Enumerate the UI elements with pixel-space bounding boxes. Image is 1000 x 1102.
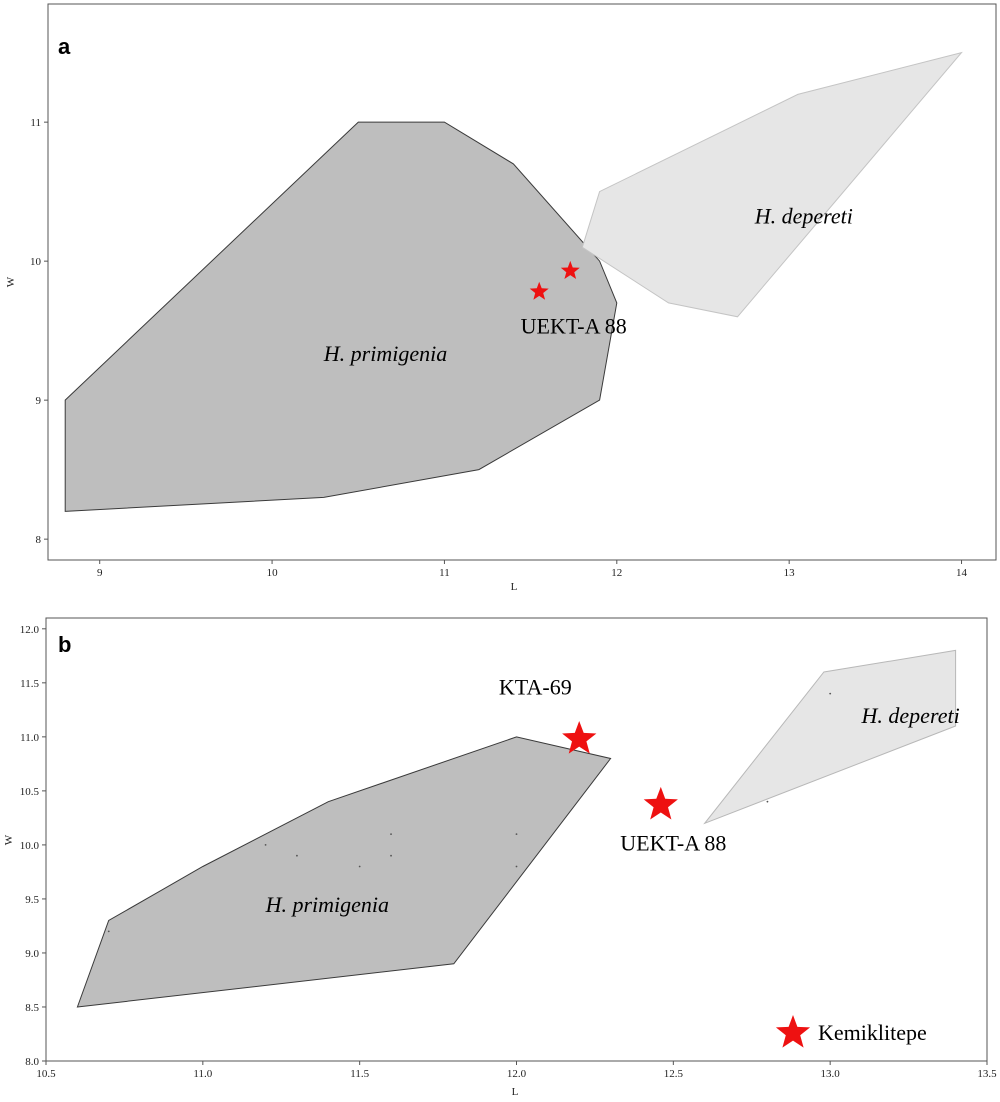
specimen-star-marker xyxy=(562,721,597,754)
y-axis-label: W xyxy=(3,834,15,845)
panel-letter: b xyxy=(58,632,71,657)
legend: Kemiklitepe xyxy=(775,1015,927,1048)
specimen-annotation: UEKT-A 88 xyxy=(620,830,726,855)
y-tick-label: 8.5 xyxy=(25,1002,39,1014)
specimen-annotation: UEKT-A 88 xyxy=(521,313,627,338)
y-tick-label: 11.5 xyxy=(20,678,39,690)
y-tick-label: 9 xyxy=(36,395,42,407)
x-tick-label: 13 xyxy=(784,567,796,579)
hull-region-h-primigenia xyxy=(76,736,612,1008)
legend-label: Kemiklitepe xyxy=(818,1020,927,1045)
data-point xyxy=(390,833,392,835)
chart-b-svg: H. primigenia H. depereti 10.5 11.0 11.5 12.0… xyxy=(3,617,997,1098)
data-point xyxy=(296,854,298,857)
y-tick-label: 8 xyxy=(36,534,42,546)
specimen-star-marker xyxy=(529,281,549,300)
hull-region-h-depereti xyxy=(581,51,963,318)
x-tick-label: 13.0 xyxy=(821,1068,841,1080)
y-tick-label: 10.0 xyxy=(20,840,40,852)
x-tick-label: 14 xyxy=(956,567,968,579)
specimen-star-marker xyxy=(643,786,678,820)
x-tick-label: 13.5 xyxy=(977,1068,997,1080)
data-point xyxy=(390,854,392,857)
data-point xyxy=(515,833,518,835)
x-tick-label: 9 xyxy=(97,567,103,579)
data-point xyxy=(358,865,361,868)
x-tick-label: 11.5 xyxy=(350,1068,369,1080)
x-tick-label: 10.5 xyxy=(36,1068,56,1080)
x-tick-label: 12 xyxy=(611,567,622,579)
y-tick-label: 8.0 xyxy=(25,1056,39,1068)
data-point xyxy=(107,930,110,933)
chart-panel-b: H. primigenia H. depereti 10.5 11.0 11.5 12.0… xyxy=(0,602,1000,1102)
data-point xyxy=(515,865,518,868)
y-tick-label: 9.5 xyxy=(25,894,39,906)
y-axis-label: W xyxy=(5,276,17,287)
x-tick-label: 12.5 xyxy=(664,1068,684,1080)
y-tick-label: 11.0 xyxy=(20,732,39,744)
x-tick-label: 11.0 xyxy=(193,1068,212,1080)
y-tick-label: 10.5 xyxy=(20,786,40,798)
hull-region-h-primigenia xyxy=(64,121,618,512)
y-tick-label: 9.0 xyxy=(25,948,39,960)
x-axis-label: L xyxy=(512,1086,519,1098)
data-point xyxy=(829,692,832,695)
x-axis-label: L xyxy=(511,581,518,593)
chart-a-svg: H. primigenia H. depereti 9 10 11 12 13 14 8 9 10 1… xyxy=(5,3,997,593)
y-tick-label: 11 xyxy=(30,117,41,129)
y-tick-label: 10 xyxy=(30,256,42,268)
region-label: H. primigenia xyxy=(265,892,389,917)
x-tick-label: 12.0 xyxy=(507,1068,527,1080)
y-tick-label: 12.0 xyxy=(20,624,40,636)
specimen-star-marker xyxy=(560,260,580,279)
region-label: H. primigenia xyxy=(323,341,447,366)
panel-letter: a xyxy=(58,34,71,59)
hull-region-h-depereti xyxy=(703,649,957,825)
data-point xyxy=(264,844,267,846)
x-tick-label: 10 xyxy=(267,567,279,579)
region-label: H. depereti xyxy=(754,204,853,229)
region-label: H. depereti xyxy=(861,703,960,728)
x-tick-label: 11 xyxy=(439,567,450,579)
data-point xyxy=(766,800,769,803)
chart-panel-a: H. primigenia H. depereti 9 10 11 12 13 14 8 9 10 1… xyxy=(5,3,997,593)
specimen-annotation: KTA-69 xyxy=(499,675,572,700)
legend-star-icon xyxy=(775,1015,811,1048)
